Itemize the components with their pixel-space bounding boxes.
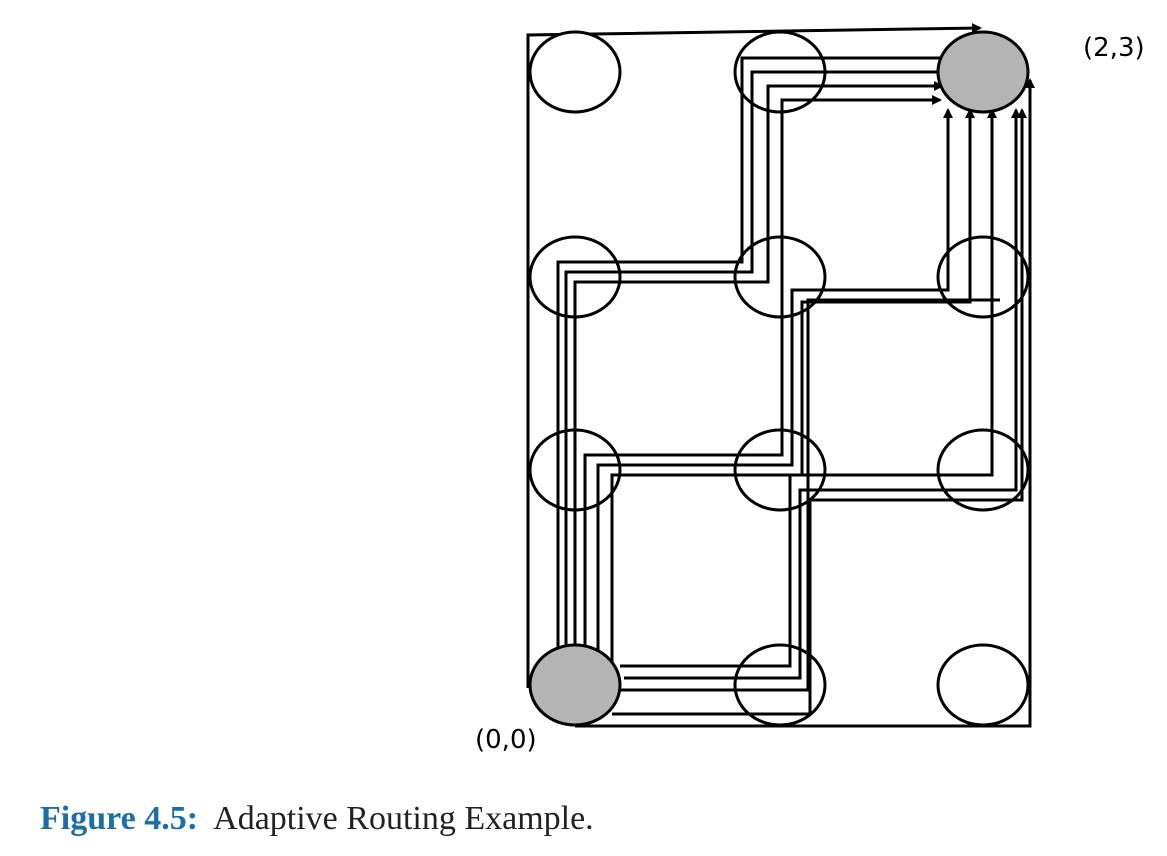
destination-label: (2,3) xyxy=(1083,33,1145,63)
source-node xyxy=(528,643,622,727)
mesh-node xyxy=(733,30,827,114)
route-path xyxy=(620,108,997,668)
route-path xyxy=(610,108,975,690)
mesh-node xyxy=(528,235,622,319)
destination-node xyxy=(936,30,1030,114)
mesh-node xyxy=(936,235,1030,319)
route-path xyxy=(556,53,954,668)
mesh-nodes xyxy=(528,30,1030,727)
caption-text: Adaptive Routing Example. xyxy=(213,800,594,837)
caption-label: Figure 4.5: xyxy=(40,800,199,837)
mesh-node xyxy=(733,428,827,512)
routing-paths xyxy=(526,23,1035,728)
route-path xyxy=(596,108,953,684)
route-path xyxy=(564,67,948,672)
route-path xyxy=(575,78,1035,728)
mesh-node xyxy=(528,428,622,512)
route-path xyxy=(624,108,1021,680)
source-label: (0,0) xyxy=(475,725,537,755)
adaptive-routing-diagram: (2,3) (0,0) xyxy=(475,23,1145,755)
figure-caption: Figure 4.5: Adaptive Routing Example. xyxy=(40,800,594,838)
route-path xyxy=(526,23,982,688)
mesh-node xyxy=(733,643,827,727)
mesh-node xyxy=(733,235,827,319)
mesh-node xyxy=(936,428,1030,512)
mesh-node xyxy=(528,30,622,114)
route-path xyxy=(620,298,1000,692)
mesh-node xyxy=(936,643,1030,727)
route-path xyxy=(612,108,1027,716)
route-path xyxy=(573,81,944,676)
route-path xyxy=(583,95,942,680)
